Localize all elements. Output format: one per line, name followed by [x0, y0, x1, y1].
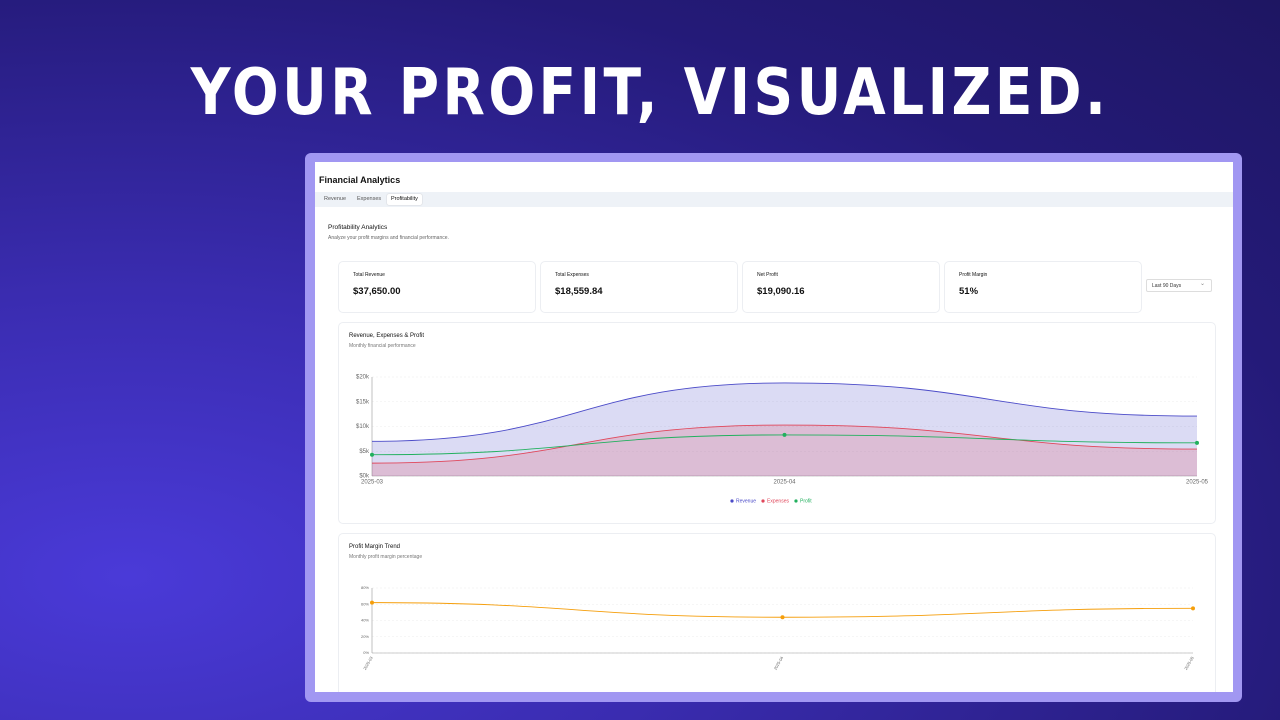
y-tick-label: 80% — [361, 585, 369, 590]
x-tick-label: 2025-03 — [361, 480, 384, 486]
margin-line — [371, 602, 1194, 618]
legend-marker — [730, 499, 734, 503]
y-tick-label: $15k — [356, 399, 370, 405]
margin-point — [780, 615, 785, 620]
y-tick-label: $5k — [359, 449, 370, 455]
legend-label: Profit — [800, 498, 812, 504]
card-value: 51% — [959, 286, 979, 297]
series-area — [372, 425, 1197, 476]
section-subtitle: Analyze your profit margins and financia… — [328, 235, 449, 241]
card-label: Total Expenses — [555, 272, 589, 278]
headline: YOUR PROFIT, VISUALIZED. — [190, 56, 1110, 130]
series-point — [782, 432, 787, 437]
stat-card: Total Expenses $18,559.84 — [540, 261, 738, 313]
chart-title: Profit Margin Trend — [349, 544, 401, 550]
y-tick-label: 40% — [361, 618, 369, 623]
card-label: Total Revenue — [353, 272, 385, 278]
y-tick-label: 0% — [363, 650, 369, 655]
x-tick-label: 2025-05 — [1186, 480, 1209, 486]
stat-card: Total Revenue $37,650.00 — [338, 261, 536, 313]
app-title: Financial Analytics — [319, 175, 401, 185]
card-value: $37,650.00 — [353, 286, 401, 297]
tab[interactable]: Profitability — [387, 194, 422, 205]
legend-label: Expenses — [767, 498, 789, 504]
x-tick-label: 2025-05 — [1183, 655, 1195, 671]
chart-card: Profit Margin Trend Monthly profit margi… — [338, 533, 1216, 692]
y-tick-label: 60% — [361, 601, 369, 606]
chart-card: Revenue, Expenses & Profit Monthly finan… — [338, 322, 1216, 524]
card-label: Profit Margin — [959, 272, 988, 278]
legend-label: Revenue — [736, 498, 756, 504]
card-value: $19,090.16 — [757, 286, 805, 297]
y-tick-label: 20% — [361, 634, 369, 639]
chart-title: Revenue, Expenses & Profit — [349, 333, 425, 339]
tab-bar: Revenue Expenses Profitability — [315, 192, 1233, 207]
chart-subtitle: Monthly financial performance — [349, 343, 416, 349]
stat-card: Profit Margin 51% — [944, 261, 1142, 313]
series-point — [370, 452, 374, 457]
x-tick-label: 2025-04 — [773, 480, 796, 486]
app-panel: Financial Analytics Revenue Expenses Pro… — [315, 162, 1233, 692]
x-tick-label: 2025-03 — [362, 655, 374, 671]
legend-marker — [761, 499, 765, 503]
y-tick-label: $0k — [359, 474, 370, 480]
card-value: $18,559.84 — [555, 286, 603, 297]
stat-card: Net Profit $19,090.16 — [742, 261, 940, 313]
y-tick-label: $20k — [356, 375, 370, 381]
range-select[interactable]: Last 90 Days — [1146, 278, 1212, 292]
series-line — [371, 382, 1198, 442]
chart-subtitle: Monthly profit margin percentage — [349, 554, 423, 560]
tab[interactable]: Revenue — [324, 196, 347, 202]
series-line — [371, 424, 1198, 464]
tab[interactable]: Expenses — [357, 196, 382, 202]
margin-point — [370, 600, 374, 605]
y-tick-label: $10k — [356, 424, 370, 430]
margin-point — [1191, 606, 1195, 611]
card-label: Net Profit — [757, 272, 778, 278]
series-area — [372, 382, 1197, 476]
section-title: Profitability Analytics — [328, 224, 388, 231]
series-point — [1195, 440, 1199, 445]
legend-marker — [794, 499, 798, 503]
x-tick-label: 2025-04 — [773, 655, 785, 671]
